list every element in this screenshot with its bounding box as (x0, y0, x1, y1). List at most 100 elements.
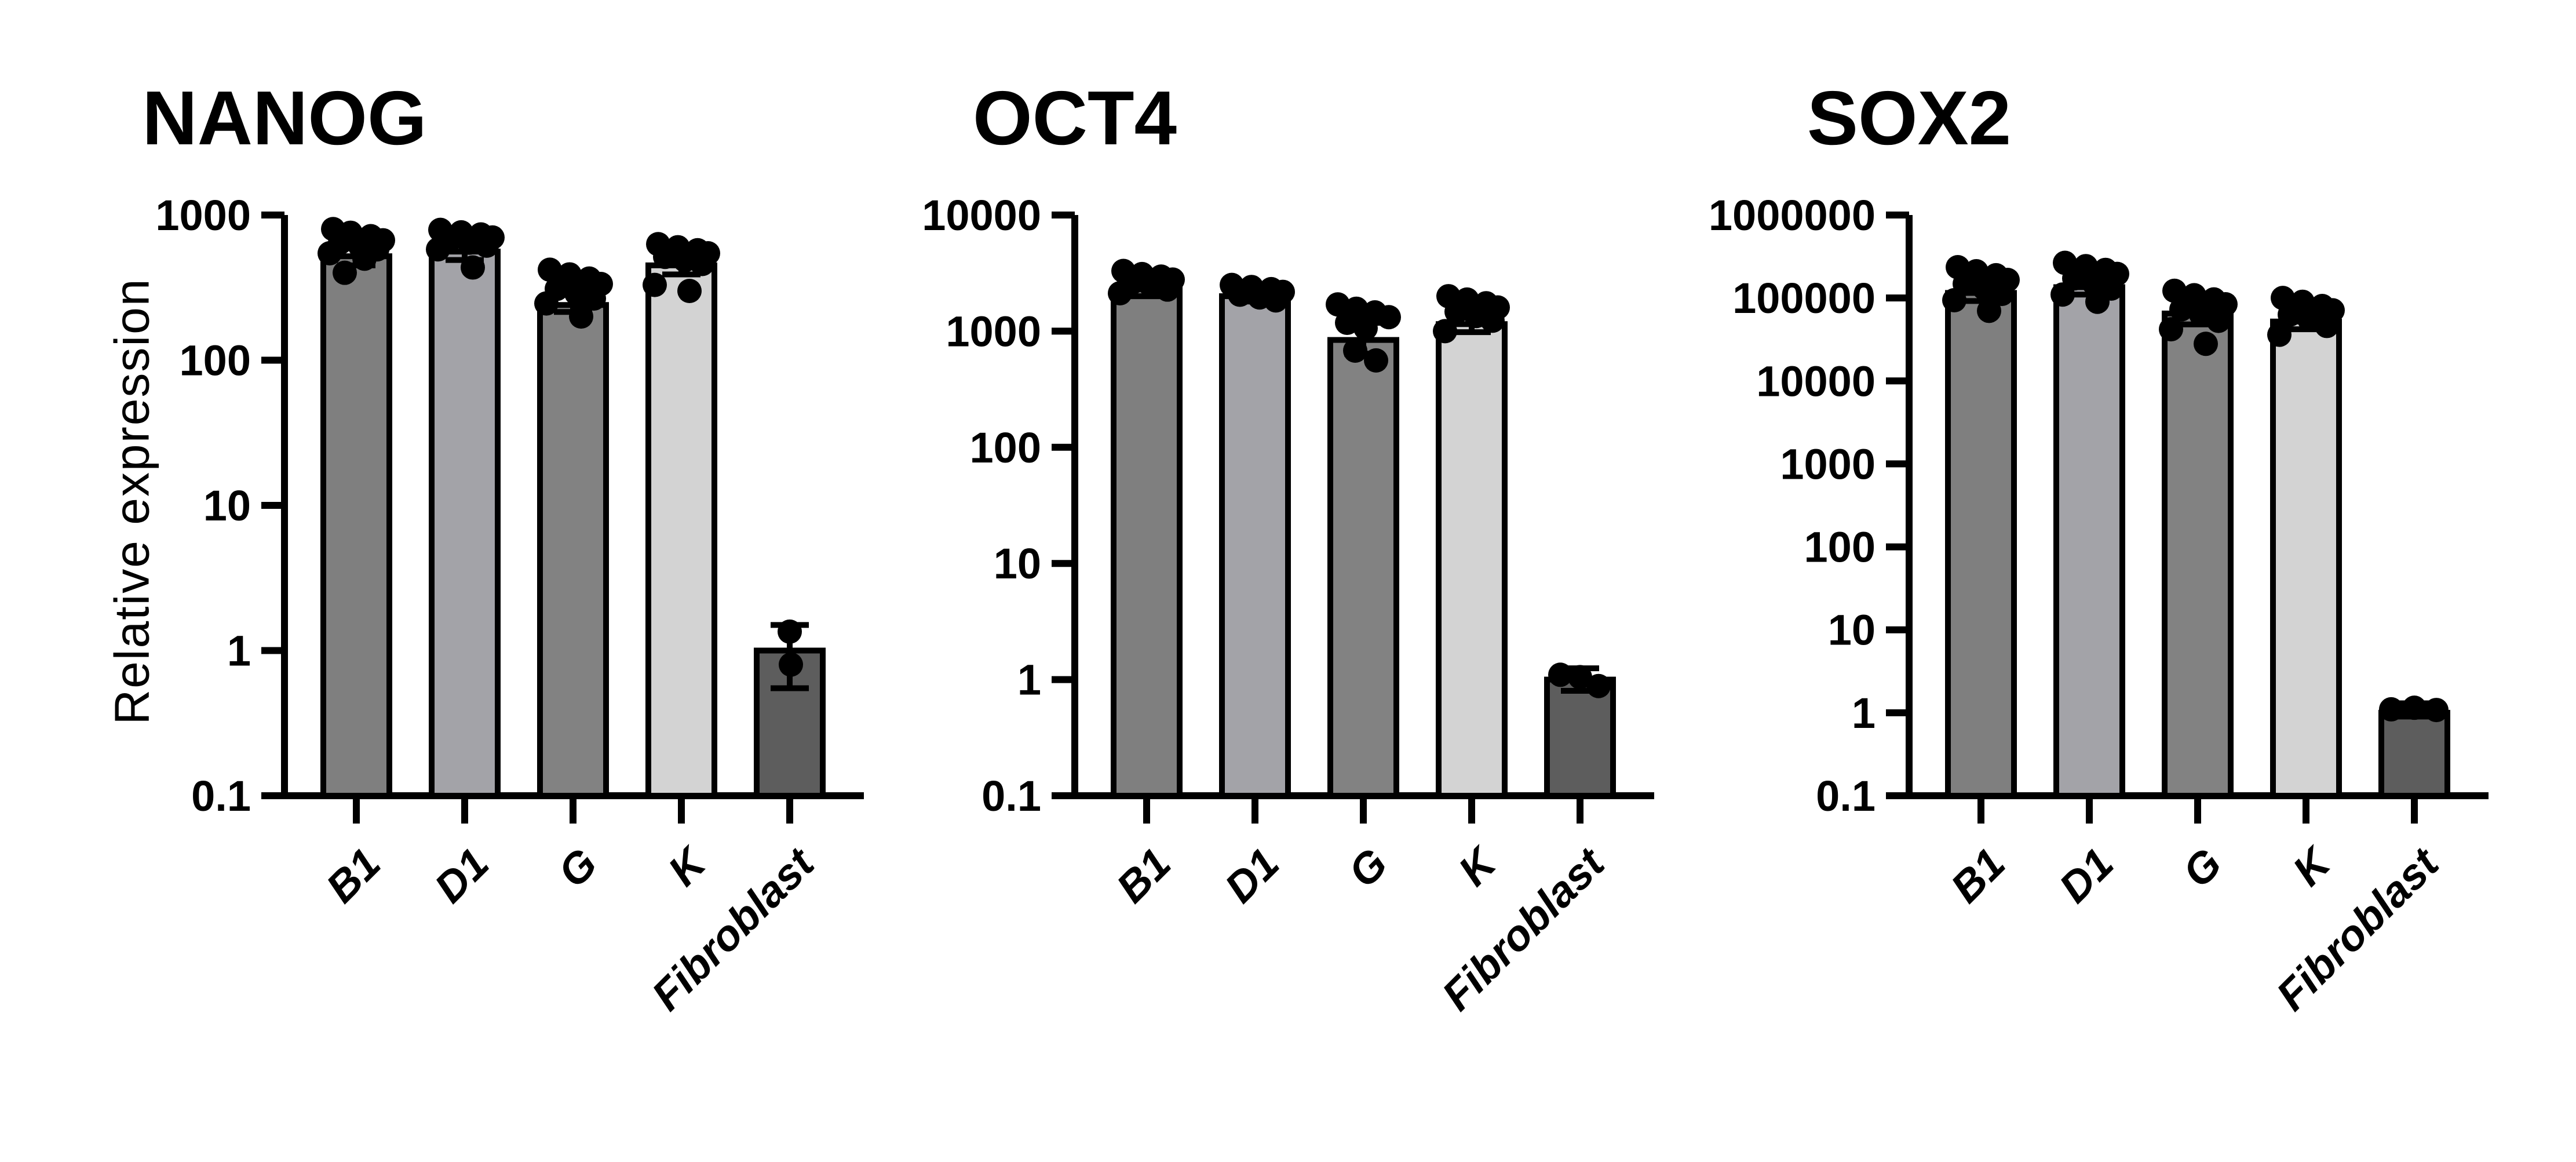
x-axis-label: D1 (2050, 839, 2123, 912)
bar-g (2162, 310, 2234, 799)
x-axis-label: G (549, 839, 606, 897)
data-point (538, 257, 562, 282)
bar-b1 (320, 253, 392, 799)
data-point (778, 619, 802, 644)
bar-k (1436, 321, 1508, 799)
data-point (1548, 662, 1572, 687)
data-point (2206, 308, 2231, 333)
data-point (2085, 289, 2110, 314)
data-point (2194, 332, 2218, 356)
data-point (2267, 322, 2292, 347)
bar-group-g: G (1326, 292, 1401, 897)
bar-group-b1: B1 (317, 217, 395, 912)
bar-group-k: K (643, 232, 720, 895)
bar-g (537, 302, 609, 799)
data-point (2050, 282, 2075, 307)
bar-group-b1: B1 (1107, 258, 1185, 912)
data-point (643, 272, 667, 297)
data-point (1568, 665, 1592, 690)
bar-group-d1: D1 (2050, 250, 2129, 912)
bar-b1 (1111, 286, 1183, 799)
data-point (1942, 287, 1966, 312)
y-tick-label: 0.1 (981, 772, 1041, 820)
y-tick-label: 100 (1804, 523, 1876, 571)
bar-group-g: G (534, 257, 613, 897)
x-axis-label: B1 (1107, 839, 1180, 912)
bar-group-k: K (2267, 286, 2345, 895)
bar-group-g: G (2159, 278, 2238, 897)
y-tick-label: 100000 (1732, 274, 1876, 322)
y-tick-label: 1 (1017, 656, 1041, 704)
data-point (1343, 338, 1367, 363)
data-point (318, 241, 342, 266)
bar-group-d1: D1 (1216, 272, 1295, 912)
y-tick-label: 1000 (1780, 440, 1876, 488)
x-axis-label: D1 (425, 839, 498, 912)
data-point (690, 252, 714, 276)
data-point (2315, 314, 2339, 338)
bar-d1 (429, 249, 501, 799)
data-point (1377, 305, 1401, 330)
y-axis-title: Relative expression (104, 278, 159, 725)
x-axis-label: G (1339, 839, 1396, 897)
y-tick-label: 1 (1852, 689, 1876, 737)
data-point (1586, 673, 1611, 698)
x-axis-label: B1 (1942, 839, 2015, 912)
data-point (677, 278, 702, 303)
data-point (1108, 281, 1132, 306)
data-point (1444, 299, 1469, 324)
data-point (2278, 302, 2302, 327)
data-point (333, 260, 357, 285)
bar-group-k: K (1433, 284, 1510, 895)
y-tick-label: 10 (203, 482, 251, 530)
bar-d1 (2053, 284, 2125, 799)
chart-title-sox2: SOX2 (1807, 75, 2012, 161)
data-point (2402, 695, 2427, 720)
y-tick-label: 10 (1828, 606, 1876, 654)
bar-k (2270, 318, 2342, 799)
y-tick-label: 10000 (922, 191, 1041, 239)
y-tick-label: 100 (180, 337, 251, 385)
x-axis-label: K (659, 837, 717, 895)
data-point (2169, 297, 2194, 322)
data-point (582, 286, 606, 311)
bar-group-d1: D1 (425, 217, 505, 912)
data-point (426, 237, 450, 262)
x-axis-label: B1 (317, 839, 390, 912)
data-point (2424, 698, 2449, 723)
y-tick-label: 1000 (946, 307, 1041, 355)
y-tick-label: 0.1 (191, 772, 251, 820)
data-point (352, 246, 377, 271)
data-point (1433, 319, 1457, 344)
y-tick-label: 100 (970, 424, 1041, 472)
y-tick-label: 10000 (1756, 357, 1876, 405)
x-axis-label: K (1449, 837, 1507, 895)
data-point (1335, 310, 1359, 335)
data-point (1977, 298, 2001, 323)
y-tick-label: 10 (994, 540, 1041, 588)
data-point (779, 652, 803, 677)
data-point (1155, 277, 1180, 302)
data-point (2162, 278, 2187, 303)
bar-fibroblast (1544, 676, 1616, 799)
x-axis-label: G (2173, 839, 2231, 897)
chart-title-oct4: OCT4 (972, 75, 1177, 161)
data-point (1264, 288, 1288, 313)
bar-k (645, 262, 717, 799)
data-point (569, 304, 593, 329)
chart-title-nanog: NANOG (142, 75, 427, 161)
data-point (1326, 292, 1350, 317)
data-point (461, 255, 485, 280)
y-tick-label: 1 (227, 627, 251, 675)
y-tick-label: 1000 (155, 191, 251, 239)
data-point (1480, 308, 1505, 333)
data-point (2159, 317, 2183, 342)
bar-d1 (1219, 293, 1291, 799)
data-point (1228, 282, 1252, 307)
bar-b1 (1945, 290, 2017, 799)
